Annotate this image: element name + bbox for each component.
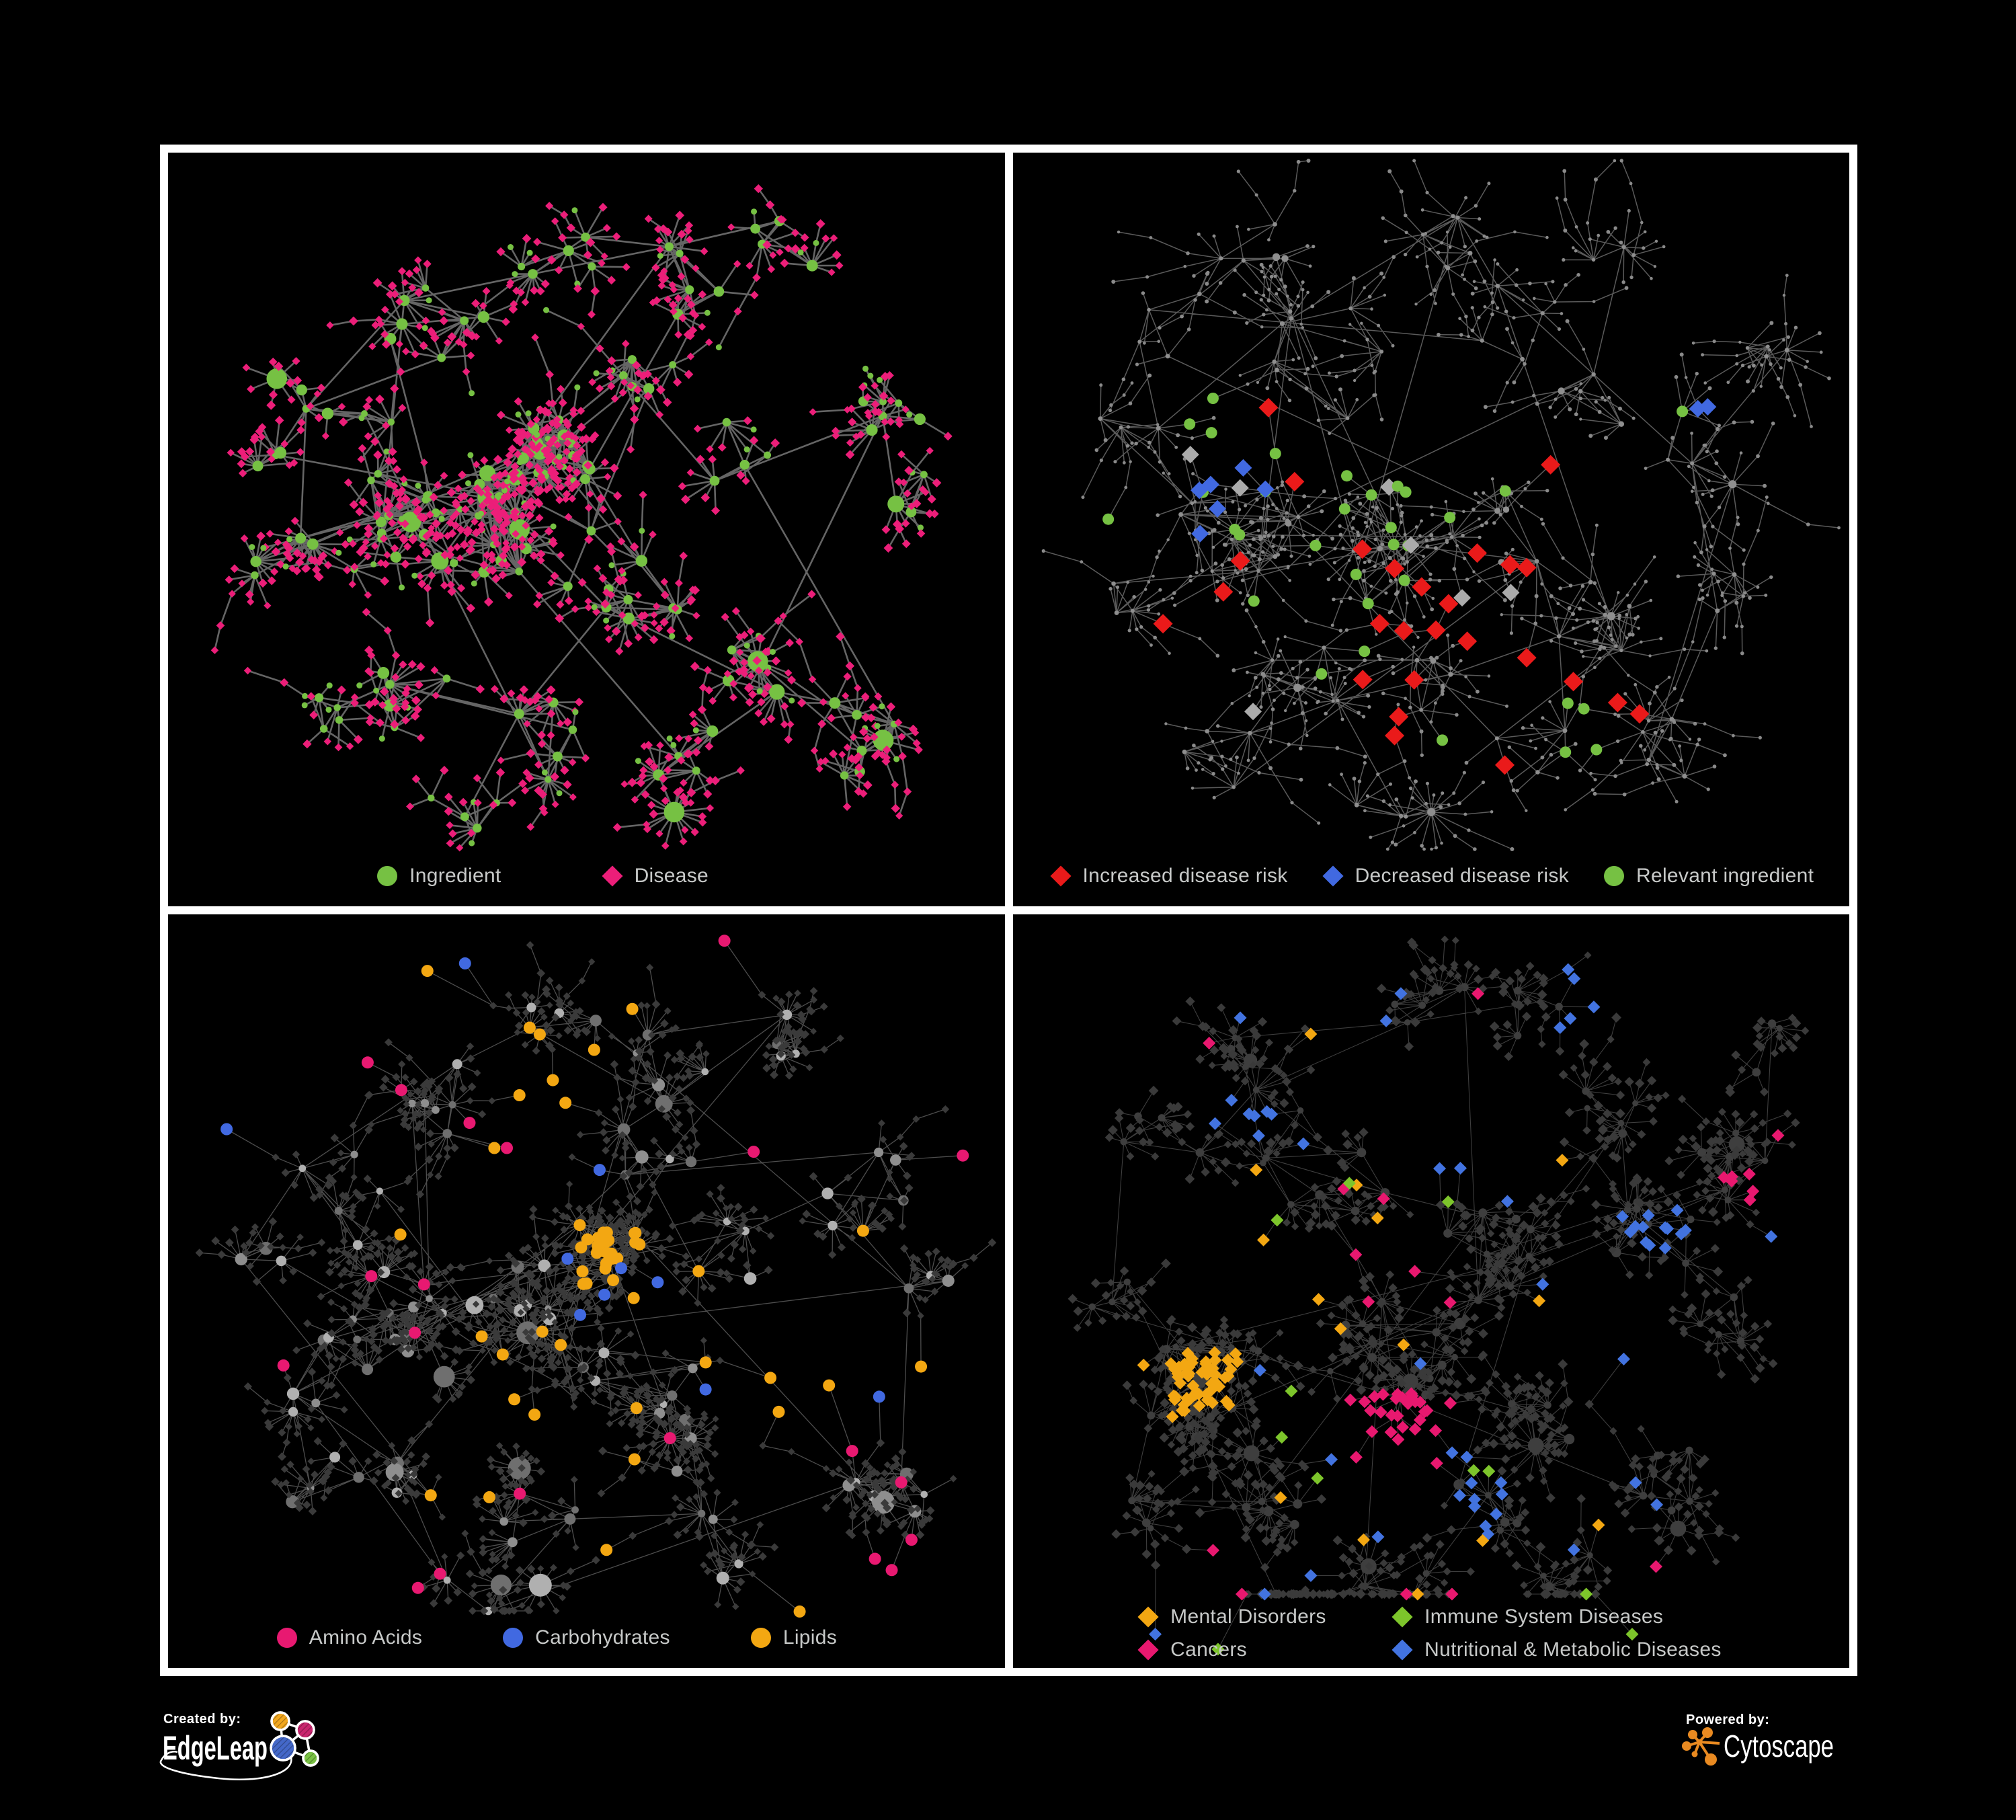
- legend-label: Cancers: [1170, 1638, 1247, 1661]
- diamond-swatch-icon: [1137, 1639, 1159, 1661]
- legend-label: Immune System Diseases: [1424, 1606, 1664, 1628]
- legend-label: Disease: [634, 865, 709, 887]
- legend-label: Lipids: [782, 1626, 838, 1649]
- circle-swatch-icon: [377, 866, 398, 886]
- disease-categories-network: [1067, 935, 1809, 1656]
- legend-item-disease: Disease: [602, 865, 709, 887]
- diamond-swatch-icon: [602, 865, 623, 887]
- created-by-label: Created by:: [163, 1712, 241, 1727]
- legend-label: Relevant ingredient: [1636, 865, 1814, 887]
- edgeleap-swoosh-icon: [159, 1751, 292, 1781]
- ingredient-disease-network: [210, 184, 953, 852]
- nutrient-classes-network: [195, 935, 997, 1618]
- cytoscape-wordmark: Cytoscape: [1724, 1729, 1834, 1764]
- disease-risk-network: [1041, 159, 1841, 851]
- panel-disease-categories: Mental Disorders Immune System Diseases Ca…: [1012, 914, 1849, 1668]
- disease-risk-legend: Increased disease risk Decreased disease …: [1049, 865, 1814, 887]
- legend-item-lipids: Lipids: [750, 1626, 838, 1649]
- cytoscape-logo-icon: [1682, 1727, 1720, 1766]
- circle-swatch-icon: [276, 1628, 297, 1648]
- legend-label: Amino Acids: [309, 1626, 423, 1649]
- nutrient-classes-legend: Amino Acids Carbohydrates Lipids: [276, 1626, 838, 1649]
- legend-item-ingredient: Ingredient: [377, 865, 501, 887]
- legend-label: Carbohydrates: [535, 1626, 670, 1649]
- diamond-swatch-icon: [1392, 1606, 1413, 1628]
- ingredient-disease-legend: Ingredient Disease: [377, 865, 709, 887]
- panel-disease-risk: Increased disease risk Decreased disease …: [1012, 153, 1849, 906]
- legend-item-decreased-disease-risk: Decreased disease risk: [1322, 865, 1569, 887]
- legend-item-mental-disorders: Mental Disorders: [1137, 1606, 1392, 1628]
- powered-by-label: Powered by:: [1686, 1712, 1769, 1727]
- circle-swatch-icon: [503, 1628, 524, 1648]
- legend-label: Increased disease risk: [1082, 865, 1288, 887]
- figure-grid: Ingredient Disease Increased disease risk…: [160, 145, 1857, 1676]
- diamond-swatch-icon: [1049, 865, 1072, 887]
- circle-swatch-icon: [750, 1628, 771, 1648]
- legend-item-nutritional-metabolic-diseases: Nutritional & Metabolic Diseases: [1392, 1638, 1782, 1661]
- legend-label: Nutritional & Metabolic Diseases: [1424, 1638, 1722, 1661]
- legend-item-relevant-ingredient: Relevant ingredient: [1604, 865, 1814, 887]
- diamond-swatch-icon: [1322, 865, 1344, 887]
- legend-item-increased-disease-risk: Increased disease risk: [1049, 865, 1288, 887]
- legend-item-amino-acids: Amino Acids: [276, 1626, 423, 1649]
- panel-ingredient-disease: Ingredient Disease: [168, 153, 1005, 906]
- diamond-swatch-icon: [1392, 1639, 1413, 1661]
- edgeleap-credit: Created by: EdgeLeap: [159, 1711, 319, 1781]
- circle-swatch-icon: [1604, 866, 1624, 886]
- diamond-swatch-icon: [1137, 1606, 1159, 1628]
- legend-label: Ingredient: [409, 865, 501, 887]
- edgeleap-wordmark: EdgeLeap: [163, 1729, 268, 1767]
- legend-item-immune-system-diseases: Immune System Diseases: [1392, 1606, 1782, 1628]
- cytoscape-credit: Powered by: Cytoscape: [1682, 1712, 1834, 1766]
- edgeleap-logo-icon: [270, 1711, 319, 1767]
- legend-item-carbohydrates: Carbohydrates: [503, 1626, 670, 1649]
- legend-label: Decreased disease risk: [1355, 865, 1569, 887]
- disease-categories-legend: Mental Disorders Immune System Diseases Ca…: [1137, 1606, 1782, 1661]
- panel-nutrient-classes: Amino Acids Carbohydrates Lipids: [168, 914, 1005, 1668]
- legend-item-cancers: Cancers: [1137, 1638, 1392, 1661]
- legend-label: Mental Disorders: [1170, 1606, 1326, 1628]
